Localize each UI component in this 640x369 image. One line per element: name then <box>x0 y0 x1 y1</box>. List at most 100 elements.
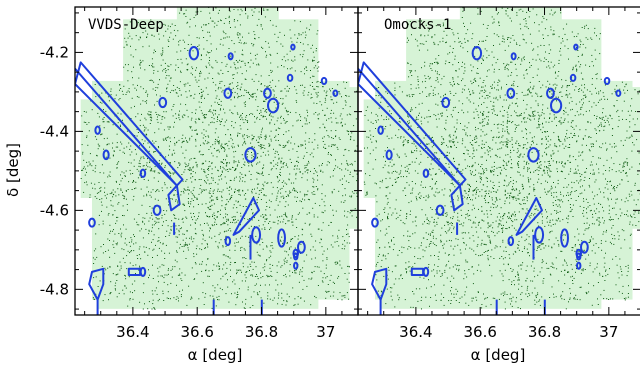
galaxy-point <box>176 142 177 144</box>
galaxy-point <box>340 201 342 203</box>
galaxy-point <box>123 195 125 197</box>
galaxy-point <box>280 160 282 162</box>
galaxy-point <box>128 142 130 144</box>
galaxy-point <box>547 135 549 137</box>
galaxy-point <box>400 209 402 211</box>
galaxy-point <box>574 115 576 117</box>
galaxy-point <box>449 227 451 229</box>
galaxy-point <box>302 173 304 175</box>
plot-area <box>75 7 358 315</box>
galaxy-point <box>466 97 468 99</box>
galaxy-point <box>492 112 493 114</box>
galaxy-point <box>260 189 262 191</box>
galaxy-point <box>514 211 516 213</box>
galaxy-point <box>99 94 101 96</box>
galaxy-point <box>190 201 192 203</box>
galaxy-point <box>464 26 465 27</box>
galaxy-point <box>525 23 527 25</box>
galaxy-point <box>161 55 163 57</box>
galaxy-point <box>301 84 303 86</box>
galaxy-point <box>502 144 504 146</box>
galaxy-point <box>238 42 240 43</box>
galaxy-point <box>522 175 524 177</box>
galaxy-point <box>165 77 167 79</box>
galaxy-point <box>369 153 371 155</box>
galaxy-point <box>311 277 313 279</box>
galaxy-point <box>442 22 444 24</box>
galaxy-point <box>354 149 356 151</box>
galaxy-point <box>185 9 187 11</box>
galaxy-point <box>316 103 318 104</box>
galaxy-point <box>258 18 260 20</box>
galaxy-point <box>352 176 354 178</box>
galaxy-point <box>188 285 190 287</box>
galaxy-point <box>495 142 497 144</box>
galaxy-point <box>312 60 314 62</box>
galaxy-point <box>126 244 128 246</box>
galaxy-point <box>190 168 192 170</box>
galaxy-point <box>326 130 328 132</box>
galaxy-point <box>177 67 179 68</box>
galaxy-point <box>323 250 325 252</box>
galaxy-point <box>154 198 156 200</box>
galaxy-point <box>229 57 231 59</box>
galaxy-point <box>433 269 435 271</box>
galaxy-point <box>153 308 155 310</box>
galaxy-point <box>418 196 420 198</box>
galaxy-point <box>231 89 233 91</box>
galaxy-point <box>173 149 175 151</box>
galaxy-point <box>138 39 140 41</box>
galaxy-point <box>145 90 147 92</box>
galaxy-point <box>579 101 581 103</box>
galaxy-point <box>227 171 229 172</box>
galaxy-point <box>235 304 237 306</box>
galaxy-point <box>440 276 442 277</box>
galaxy-point <box>255 58 257 60</box>
galaxy-point <box>248 32 250 34</box>
galaxy-point <box>321 104 323 106</box>
galaxy-point <box>180 194 182 196</box>
galaxy-point <box>434 43 436 45</box>
galaxy-point <box>205 140 206 142</box>
galaxy-point <box>339 264 341 266</box>
galaxy-point <box>350 196 352 198</box>
galaxy-point <box>105 251 107 252</box>
galaxy-point <box>308 138 310 140</box>
galaxy-point <box>190 238 192 240</box>
galaxy-point <box>212 269 214 271</box>
galaxy-point <box>231 139 233 141</box>
galaxy-point <box>251 192 253 194</box>
galaxy-point <box>217 118 219 120</box>
galaxy-point <box>590 122 592 124</box>
galaxy-point <box>456 265 458 267</box>
galaxy-point <box>243 95 245 97</box>
galaxy-point <box>235 60 237 61</box>
galaxy-point <box>395 134 397 136</box>
galaxy-point <box>240 269 242 271</box>
galaxy-point <box>290 246 292 248</box>
galaxy-point <box>194 262 196 264</box>
galaxy-point <box>108 100 110 102</box>
galaxy-point <box>127 37 129 39</box>
galaxy-point <box>139 265 140 267</box>
galaxy-point <box>144 140 146 142</box>
galaxy-point <box>261 238 263 240</box>
galaxy-point <box>356 173 358 175</box>
galaxy-point <box>209 165 211 167</box>
galaxy-point <box>152 249 154 251</box>
galaxy-point <box>187 198 189 199</box>
galaxy-point <box>181 62 183 64</box>
galaxy-point <box>410 192 412 194</box>
galaxy-point <box>345 148 347 150</box>
galaxy-point <box>473 156 475 157</box>
galaxy-point <box>470 64 472 66</box>
galaxy-point <box>467 261 469 263</box>
galaxy-point <box>242 301 243 303</box>
galaxy-point <box>250 225 252 227</box>
galaxy-point <box>205 54 207 56</box>
galaxy-point <box>376 87 378 89</box>
galaxy-point <box>140 103 142 105</box>
galaxy-point <box>634 184 636 186</box>
galaxy-point <box>274 152 276 154</box>
galaxy-point <box>240 89 241 91</box>
